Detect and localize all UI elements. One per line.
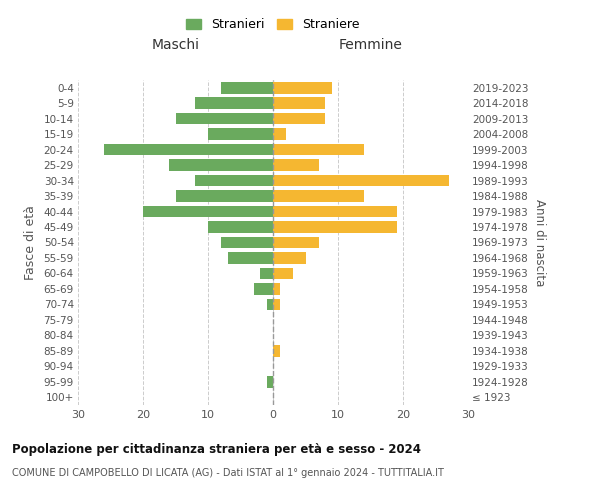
- Bar: [273, 82, 331, 94]
- Y-axis label: Anni di nascita: Anni di nascita: [533, 199, 545, 286]
- Bar: [208, 128, 273, 140]
- Bar: [221, 82, 273, 94]
- Bar: [195, 175, 273, 186]
- Bar: [273, 206, 397, 218]
- Bar: [273, 175, 449, 186]
- Bar: [273, 298, 280, 310]
- Bar: [208, 221, 273, 233]
- Bar: [273, 268, 293, 280]
- Bar: [273, 98, 325, 109]
- Bar: [273, 345, 280, 356]
- Bar: [273, 190, 364, 202]
- Text: Femmine: Femmine: [338, 38, 403, 52]
- Bar: [195, 98, 273, 109]
- Bar: [260, 268, 273, 280]
- Legend: Stranieri, Straniere: Stranieri, Straniere: [182, 14, 364, 35]
- Bar: [254, 283, 273, 294]
- Bar: [104, 144, 273, 156]
- Bar: [273, 113, 325, 124]
- Bar: [169, 160, 273, 171]
- Bar: [266, 298, 273, 310]
- Bar: [273, 252, 305, 264]
- Text: Maschi: Maschi: [151, 38, 199, 52]
- Text: Popolazione per cittadinanza straniera per età e sesso - 2024: Popolazione per cittadinanza straniera p…: [12, 442, 421, 456]
- Y-axis label: Fasce di età: Fasce di età: [23, 205, 37, 280]
- Bar: [176, 113, 273, 124]
- Bar: [273, 144, 364, 156]
- Bar: [273, 160, 319, 171]
- Bar: [273, 221, 397, 233]
- Bar: [227, 252, 273, 264]
- Bar: [273, 128, 286, 140]
- Bar: [273, 236, 319, 248]
- Text: COMUNE DI CAMPOBELLO DI LICATA (AG) - Dati ISTAT al 1° gennaio 2024 - TUTTITALIA: COMUNE DI CAMPOBELLO DI LICATA (AG) - Da…: [12, 468, 444, 477]
- Bar: [266, 376, 273, 388]
- Bar: [273, 283, 280, 294]
- Bar: [176, 190, 273, 202]
- Bar: [143, 206, 273, 218]
- Bar: [221, 236, 273, 248]
